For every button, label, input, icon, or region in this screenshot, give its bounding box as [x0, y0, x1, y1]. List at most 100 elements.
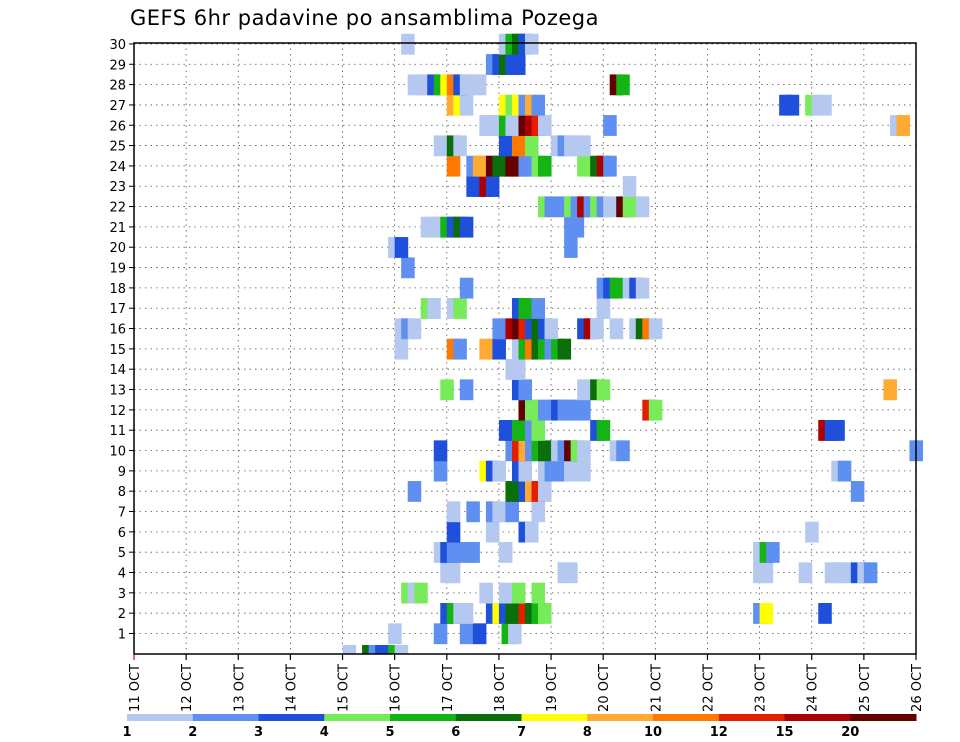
heatmap-cell — [577, 440, 591, 462]
legend-label: 10 — [644, 725, 662, 740]
heatmap-cell — [564, 237, 578, 258]
legend-swatch — [521, 714, 588, 721]
heatmap-cell — [766, 542, 780, 563]
heatmap-cell — [538, 155, 552, 177]
heatmap-cell — [485, 521, 500, 543]
legend-label: 5 — [385, 725, 394, 740]
legend-swatch — [850, 714, 917, 721]
heatmap-cell — [459, 623, 474, 645]
heatmap-cell — [453, 298, 467, 319]
heatmap-cell — [459, 94, 474, 116]
legend-swatch — [258, 714, 325, 721]
y-tick-label: 25 — [109, 140, 126, 155]
heatmap-cell — [479, 582, 493, 604]
heatmap-cell — [394, 645, 409, 654]
heatmap-cell — [837, 562, 852, 584]
x-tick-label: 25 OCT — [858, 664, 873, 712]
heatmap-cell — [531, 582, 546, 604]
y-tick-label: 20 — [109, 241, 126, 256]
y-tick-label: 30 — [109, 38, 126, 53]
legend-swatch — [653, 714, 720, 721]
heatmap-cell — [492, 338, 506, 360]
y-tick-label: 8 — [118, 485, 126, 500]
heatmap-cell — [785, 94, 800, 116]
heatmap-cell — [564, 460, 578, 482]
heatmap-cell — [837, 460, 852, 482]
heatmap-cell — [896, 115, 910, 136]
y-tick-label: 18 — [109, 282, 126, 297]
heatmap-cell — [466, 501, 480, 523]
y-tick-label: 27 — [109, 99, 126, 114]
ensemble-cells — [342, 33, 924, 654]
heatmap-cell — [831, 420, 845, 441]
heatmap-cell — [538, 115, 552, 136]
heatmap-cell — [798, 562, 813, 584]
legend-swatch — [192, 714, 259, 721]
y-tick-label: 6 — [118, 526, 126, 541]
y-tick-label: 26 — [109, 119, 126, 134]
heatmap-cell — [407, 481, 422, 502]
y-tick-label: 2 — [118, 607, 126, 622]
heatmap-cell — [505, 501, 519, 523]
heatmap-cell — [544, 318, 559, 340]
heatmap-cell — [564, 562, 578, 584]
x-tick-label: 18 OCT — [493, 664, 508, 712]
y-tick-label: 10 — [109, 445, 126, 460]
y-tick-label: 29 — [109, 58, 126, 73]
heatmap-cell — [818, 94, 832, 116]
legend-label: 3 — [254, 725, 263, 740]
y-tick-label: 23 — [109, 180, 126, 195]
heatmap-cell — [531, 298, 546, 319]
legend-label: 6 — [451, 725, 460, 740]
legend-swatch — [455, 714, 522, 721]
x-tick-label: 19 OCT — [545, 664, 560, 712]
y-tick-label: 16 — [109, 323, 126, 338]
heatmap-cell — [622, 176, 637, 197]
y-tick-label: 14 — [109, 363, 126, 378]
heatmap-cell — [401, 33, 415, 55]
heatmap-cell — [883, 379, 897, 401]
heatmap-cell — [564, 399, 578, 421]
heatmap-cell — [759, 603, 774, 624]
heatmap-cell — [525, 33, 539, 55]
x-tick-label: 23 OCT — [754, 664, 769, 712]
heatmap-cell — [557, 338, 572, 360]
y-tick-label: 4 — [118, 567, 126, 582]
heatmap-cell — [863, 562, 878, 584]
legend-label: 1 — [122, 725, 131, 740]
heatmap-cell — [459, 277, 474, 299]
heatmap-cell — [544, 460, 559, 482]
x-tick-label: 20 OCT — [597, 664, 612, 712]
y-tick-label: 5 — [118, 546, 126, 561]
legend-label: 8 — [583, 725, 592, 740]
legend-swatch — [587, 714, 654, 721]
heatmap-cell — [394, 338, 409, 360]
legend-label: 2 — [188, 725, 197, 740]
heatmap-cell — [596, 379, 611, 401]
heatmap-cell — [531, 501, 546, 523]
heatmap-cell — [518, 379, 533, 401]
legend-label: 4 — [320, 725, 329, 740]
y-tick-label: 13 — [109, 384, 126, 399]
heatmap-cell — [459, 603, 474, 624]
heatmap-cell — [342, 645, 357, 654]
x-tick-label: 24 OCT — [806, 664, 821, 712]
heatmap-cell — [394, 237, 409, 258]
legend-label: 12 — [710, 725, 728, 740]
heatmap-cell — [414, 582, 428, 604]
x-tick-label: 15 OCT — [337, 664, 352, 712]
legend-swatch — [784, 714, 851, 721]
y-tick-label: 9 — [118, 465, 126, 480]
heatmap-cell — [850, 481, 865, 502]
heatmap-cell — [570, 216, 585, 238]
x-tick-label: 16 OCT — [389, 664, 404, 712]
legend-label: 7 — [517, 725, 526, 740]
heatmap-cell — [466, 542, 480, 563]
x-tick-label: 14 OCT — [284, 664, 299, 712]
heatmap-cell — [609, 318, 624, 340]
legend-swatch — [127, 714, 194, 721]
y-tick-label: 15 — [109, 343, 126, 358]
y-tick-label: 22 — [109, 201, 126, 216]
heatmap-cell — [485, 176, 500, 197]
heatmap-cell — [505, 115, 519, 136]
